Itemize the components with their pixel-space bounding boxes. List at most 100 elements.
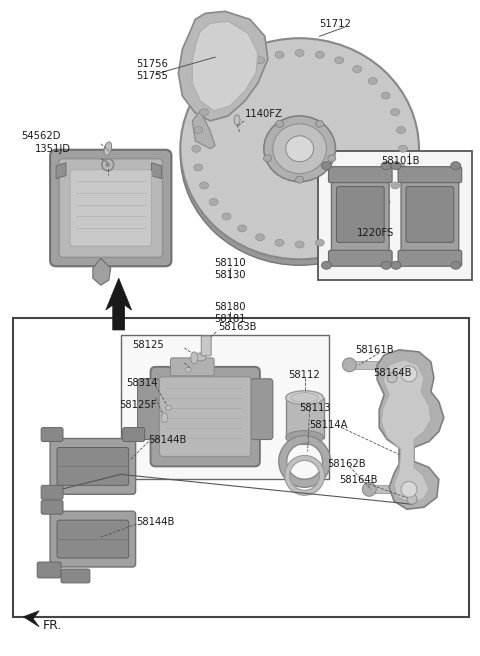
Polygon shape [192, 111, 215, 149]
Ellipse shape [328, 155, 336, 162]
Ellipse shape [353, 225, 361, 232]
Bar [369, 485, 414, 493]
Circle shape [362, 482, 376, 497]
FancyBboxPatch shape [138, 379, 159, 440]
Ellipse shape [185, 367, 192, 373]
Ellipse shape [368, 213, 377, 220]
Polygon shape [377, 350, 444, 509]
Text: 58114A: 58114A [310, 420, 348, 430]
Text: 58314: 58314 [127, 378, 158, 388]
Ellipse shape [275, 51, 284, 58]
Text: 58164B: 58164B [339, 476, 378, 485]
Ellipse shape [295, 49, 304, 56]
Text: 1140FZ: 1140FZ [245, 109, 283, 119]
Polygon shape [381, 360, 431, 502]
Ellipse shape [322, 261, 332, 269]
Text: 58144B: 58144B [148, 434, 187, 445]
Ellipse shape [238, 66, 247, 73]
FancyBboxPatch shape [328, 251, 392, 266]
FancyBboxPatch shape [57, 447, 129, 485]
Ellipse shape [276, 120, 284, 127]
FancyBboxPatch shape [50, 511, 136, 567]
FancyBboxPatch shape [336, 186, 384, 242]
Circle shape [106, 163, 110, 167]
Circle shape [401, 366, 417, 382]
Ellipse shape [322, 162, 332, 170]
FancyBboxPatch shape [398, 167, 462, 182]
Ellipse shape [194, 127, 203, 134]
Text: 51712: 51712 [320, 19, 351, 30]
FancyBboxPatch shape [159, 377, 251, 457]
Ellipse shape [104, 142, 111, 155]
Ellipse shape [256, 57, 264, 64]
Ellipse shape [396, 127, 406, 134]
Ellipse shape [234, 115, 240, 125]
Polygon shape [23, 611, 39, 626]
FancyBboxPatch shape [41, 485, 63, 499]
Ellipse shape [353, 66, 361, 73]
FancyBboxPatch shape [201, 336, 211, 356]
Ellipse shape [209, 92, 218, 99]
Circle shape [387, 373, 397, 382]
Ellipse shape [180, 44, 419, 265]
Bar [120, 335, 329, 480]
Ellipse shape [335, 57, 344, 64]
Ellipse shape [291, 393, 319, 403]
Ellipse shape [194, 164, 203, 171]
Polygon shape [179, 11, 268, 121]
Ellipse shape [200, 109, 209, 115]
FancyBboxPatch shape [398, 251, 462, 266]
Ellipse shape [391, 109, 400, 115]
Ellipse shape [368, 77, 377, 85]
Ellipse shape [286, 430, 324, 445]
Ellipse shape [275, 239, 284, 246]
Text: 58144B: 58144B [137, 517, 175, 527]
Circle shape [342, 358, 356, 372]
Text: FR.: FR. [43, 619, 62, 632]
Circle shape [407, 494, 417, 504]
FancyBboxPatch shape [401, 176, 459, 253]
Ellipse shape [409, 485, 419, 493]
Polygon shape [106, 278, 132, 330]
Ellipse shape [191, 352, 198, 364]
FancyBboxPatch shape [50, 150, 171, 266]
Ellipse shape [194, 353, 206, 361]
Text: 58125F: 58125F [119, 400, 156, 410]
Ellipse shape [200, 182, 209, 189]
FancyBboxPatch shape [61, 569, 90, 583]
Polygon shape [93, 258, 111, 285]
FancyBboxPatch shape [151, 367, 260, 466]
Ellipse shape [222, 213, 231, 220]
FancyBboxPatch shape [41, 428, 63, 441]
Ellipse shape [451, 261, 461, 269]
Circle shape [401, 482, 417, 497]
Text: 58164B: 58164B [373, 368, 412, 378]
Ellipse shape [166, 405, 171, 410]
Ellipse shape [451, 162, 461, 170]
Ellipse shape [296, 176, 304, 183]
Ellipse shape [398, 145, 408, 152]
Text: 1351JD: 1351JD [35, 144, 71, 154]
Ellipse shape [391, 182, 400, 189]
Ellipse shape [391, 261, 401, 269]
FancyBboxPatch shape [328, 167, 392, 182]
FancyBboxPatch shape [41, 501, 63, 514]
Text: 58161B: 58161B [355, 345, 394, 355]
Ellipse shape [391, 162, 401, 170]
Text: 58101B: 58101B [381, 155, 420, 166]
Ellipse shape [344, 224, 349, 233]
Text: 58162B: 58162B [327, 459, 366, 470]
Ellipse shape [295, 241, 304, 248]
Text: 58180
58181: 58180 58181 [214, 302, 246, 323]
Text: 58110
58130: 58110 58130 [214, 258, 246, 280]
Ellipse shape [389, 361, 399, 369]
Ellipse shape [286, 391, 324, 405]
Ellipse shape [180, 38, 419, 259]
Text: 54562D: 54562D [21, 131, 61, 141]
Ellipse shape [161, 413, 168, 422]
Text: 58163B: 58163B [218, 322, 257, 332]
FancyBboxPatch shape [37, 562, 61, 578]
Text: 58112: 58112 [288, 370, 320, 380]
FancyBboxPatch shape [59, 159, 162, 257]
FancyBboxPatch shape [57, 520, 129, 558]
